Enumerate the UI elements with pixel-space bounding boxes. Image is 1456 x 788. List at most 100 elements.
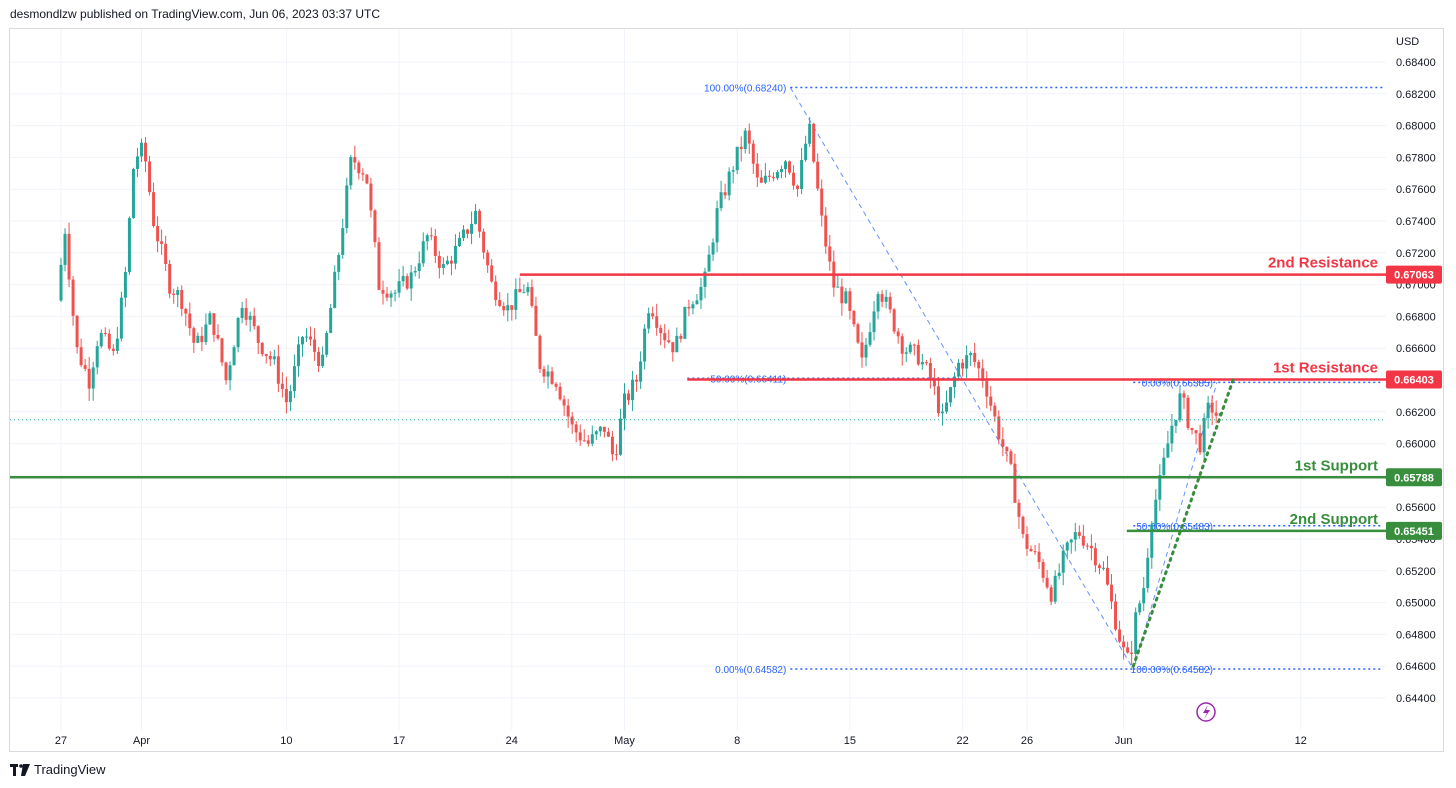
candle [1005, 446, 1009, 462]
candle [550, 366, 554, 385]
candle-body [707, 254, 711, 272]
candle-body [236, 318, 240, 348]
candle-body [1097, 565, 1101, 569]
candle [1085, 543, 1089, 551]
candle-body [220, 338, 224, 363]
candle [1097, 563, 1101, 575]
candle-body [1118, 629, 1122, 642]
candle [631, 370, 635, 412]
candle-body [816, 161, 820, 189]
candle-body [751, 143, 755, 164]
lightning-icon[interactable] [1196, 702, 1216, 722]
candle [659, 324, 663, 346]
candle [759, 169, 763, 184]
level-label: 1st Resistance [1273, 360, 1378, 377]
candle [115, 326, 119, 354]
candle-body [393, 292, 397, 294]
price-tick-label: 0.65200 [1396, 566, 1436, 578]
level-label: 2nd Resistance [1268, 255, 1378, 272]
candle [566, 398, 570, 428]
candle-body [618, 418, 622, 455]
candle [401, 265, 405, 287]
candle [478, 208, 482, 238]
price-tick-label: 0.66200 [1396, 407, 1436, 419]
candle-body [123, 272, 127, 298]
candle [679, 333, 683, 343]
footer-brand[interactable]: TradingView [10, 762, 106, 777]
candle [413, 266, 417, 277]
candle [224, 361, 228, 385]
candle-body [433, 236, 437, 256]
candle-body [542, 368, 546, 377]
candle [280, 372, 284, 398]
candle [514, 278, 518, 320]
candle [256, 325, 260, 355]
price-axis[interactable]: USD 0.68400 0.68200 0.68000 0.67800 0.67600 0… [1396, 36, 1436, 705]
candle-body [457, 237, 461, 246]
candle-body [663, 333, 667, 341]
candle-body [1045, 577, 1049, 588]
candle [747, 123, 751, 154]
candle [425, 233, 429, 251]
candle [860, 332, 864, 368]
candle-body [844, 291, 848, 304]
candle-body [812, 123, 816, 162]
candle [808, 116, 812, 147]
candle [353, 145, 357, 170]
candle [957, 359, 961, 379]
candle [75, 314, 79, 354]
candle-body [437, 255, 441, 268]
candle [647, 307, 651, 334]
candle-body [940, 411, 944, 414]
candle-body [510, 305, 514, 310]
candle [329, 303, 333, 334]
candle-body [614, 454, 618, 456]
candle [695, 294, 699, 305]
candle-body [357, 162, 361, 174]
candle [904, 347, 908, 363]
price-tick-label: 0.67400 [1396, 216, 1436, 228]
candle [148, 155, 152, 196]
candle-body [381, 289, 385, 294]
candle [1138, 600, 1142, 616]
candle-body [554, 383, 558, 387]
candle [1126, 641, 1130, 654]
candle-body [546, 371, 550, 377]
candle-body [1069, 539, 1073, 543]
candle-body [635, 379, 639, 382]
candle [945, 390, 948, 414]
candle [900, 333, 904, 366]
candle [792, 165, 796, 190]
candle-body [538, 335, 542, 369]
candle-body [244, 307, 248, 320]
candle-body [296, 344, 300, 367]
candle [546, 364, 550, 389]
candle-body [590, 434, 594, 444]
candle [453, 234, 457, 270]
candle-body [989, 396, 993, 406]
candle-body [405, 276, 409, 289]
time-axis[interactable]: 27 Apr 10 17 24 May 8 15 22 26 Jun 12 [55, 735, 1307, 747]
candle [349, 154, 353, 190]
candle [196, 332, 200, 344]
candle [361, 168, 365, 182]
candle-body [792, 172, 796, 186]
candle-body [1053, 575, 1057, 602]
candle-body [920, 362, 924, 365]
candle [663, 323, 667, 349]
time-tick-label: 27 [55, 735, 67, 747]
candle [252, 307, 256, 330]
candle [107, 329, 111, 351]
candle-body [828, 246, 832, 262]
candle-body [228, 365, 232, 381]
candle-body [683, 306, 687, 339]
fib-label: 100.00%(0.64582) [1131, 665, 1213, 676]
candle [928, 357, 932, 389]
candle-body [309, 336, 313, 340]
candle-body [470, 223, 474, 234]
candle [703, 267, 707, 299]
candle [131, 167, 135, 219]
candle [570, 411, 574, 434]
candle-body [482, 231, 486, 253]
